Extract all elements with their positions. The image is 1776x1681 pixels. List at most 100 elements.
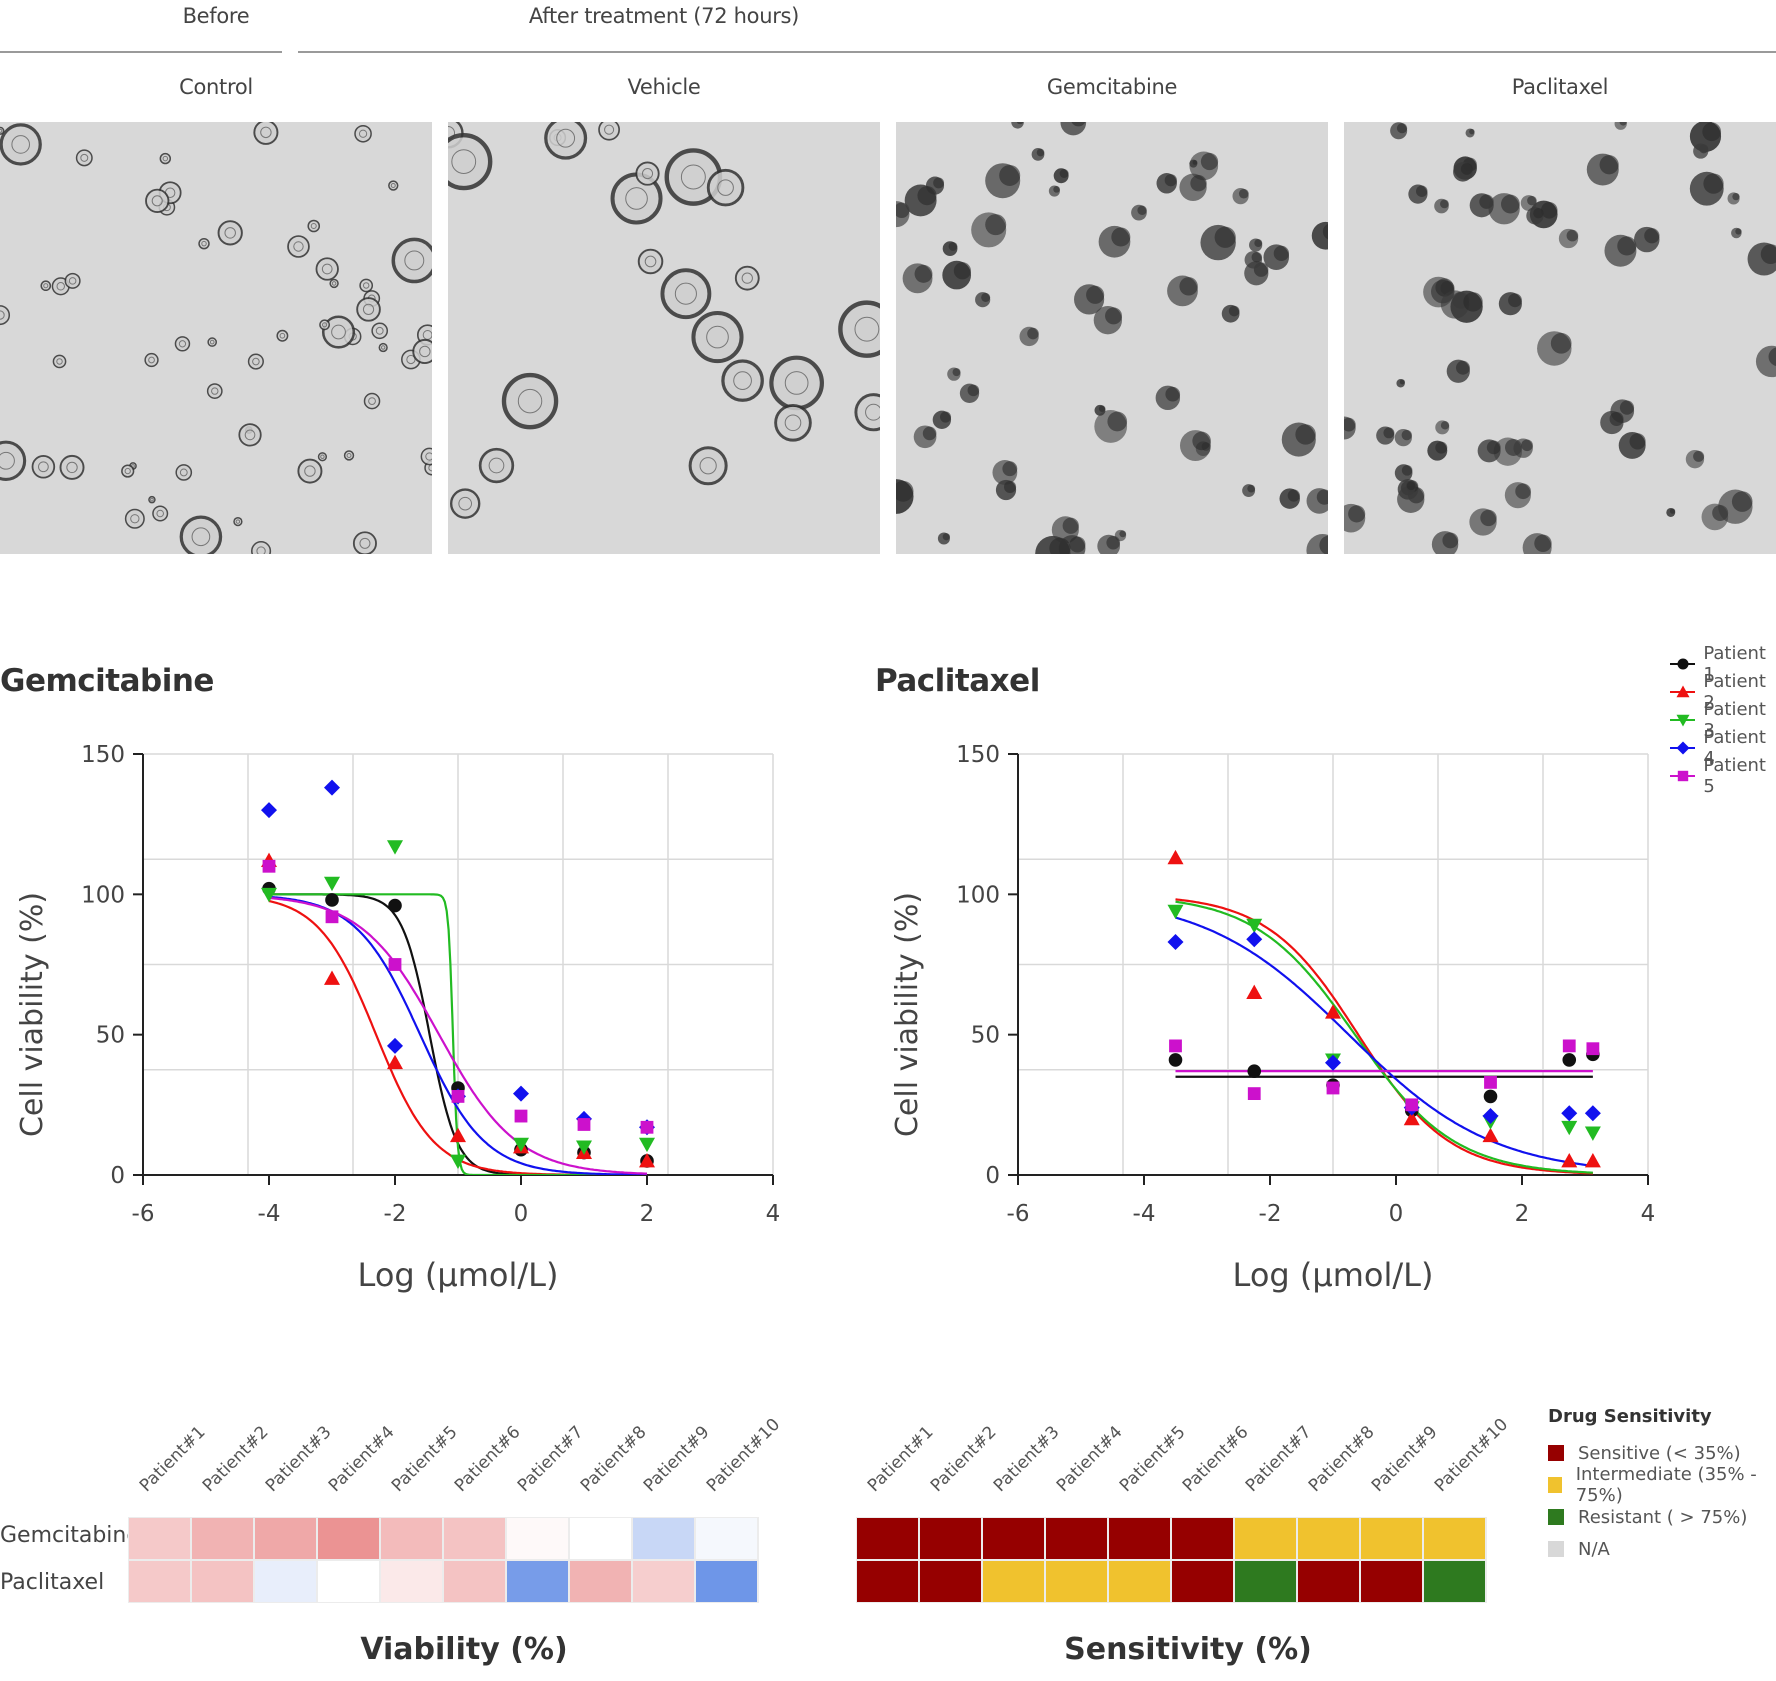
organoid xyxy=(343,450,355,461)
fit-curves xyxy=(1175,898,1594,1175)
series-patient-3 xyxy=(261,840,655,1169)
data-point xyxy=(388,958,402,971)
organoid-lumen xyxy=(211,387,219,395)
organoid xyxy=(144,352,159,368)
organoid xyxy=(206,383,223,399)
organoid-cluster-core xyxy=(1111,227,1131,247)
organoid-lumen xyxy=(331,324,346,340)
organoid-lumen xyxy=(854,316,880,342)
heatmap-cell xyxy=(190,1559,255,1603)
data-point xyxy=(388,898,402,913)
legend-marker-circle-icon xyxy=(1670,658,1696,670)
organoid-lumen xyxy=(556,128,576,148)
heatmap-cell xyxy=(128,1517,192,1561)
legend-intermediate: Intermediate (35% - 75%) xyxy=(1548,1464,1776,1506)
heatmap-cell xyxy=(1359,1517,1424,1561)
organoid-lumen xyxy=(150,497,154,502)
organoid xyxy=(233,516,243,527)
organoid-lumen xyxy=(178,340,187,348)
organoid-cluster-core xyxy=(896,480,914,502)
heatmap-cell xyxy=(442,1559,507,1603)
organoid-lumen xyxy=(390,183,396,189)
data-point xyxy=(1561,1152,1578,1168)
heatmap-cell xyxy=(981,1517,1046,1561)
heatmap-column-label: Patient#5 xyxy=(387,1422,462,1496)
patient-legend: Patient 1 Patient 2 Patient 3 Patient 4 … xyxy=(1668,643,1776,797)
organoid xyxy=(544,122,588,160)
data-point xyxy=(576,1140,592,1155)
data-point xyxy=(387,1037,403,1054)
data-point xyxy=(1246,984,1263,999)
organoid-cluster-core xyxy=(917,186,937,206)
organoid-lumen xyxy=(320,454,325,459)
heatmap-cell xyxy=(1233,1559,1298,1603)
data-point xyxy=(324,970,340,985)
data-point xyxy=(577,1118,591,1131)
heatmap-column-label: Patient#9 xyxy=(1367,1422,1442,1496)
heatmap-cell xyxy=(379,1517,444,1561)
organoid xyxy=(635,161,660,186)
organoid-lumen xyxy=(641,168,654,180)
organoid-lumen xyxy=(680,164,706,190)
data-point xyxy=(1584,1126,1601,1141)
heatmap-column-label: Patient#4 xyxy=(324,1422,399,1496)
organoid-cluster-core xyxy=(1521,439,1533,452)
organoid-lumen xyxy=(148,356,155,364)
heatmap-cell xyxy=(1296,1517,1361,1561)
organoid-cluster-core xyxy=(1480,509,1497,527)
organoid-lumen xyxy=(130,514,140,524)
micrograph-background xyxy=(896,122,1328,554)
organoid-cluster-core xyxy=(1002,461,1018,477)
legend-marker xyxy=(1677,770,1689,782)
fit-curve-patient-4 xyxy=(1175,916,1594,1167)
heatmap-column-label: Patient#2 xyxy=(198,1422,273,1496)
organoid xyxy=(238,423,262,447)
organoid-cluster-core xyxy=(1192,160,1198,165)
organoid-cluster-core xyxy=(1059,169,1069,178)
legend-label: Intermediate (35% - 75%) xyxy=(1575,1464,1757,1506)
organoid-lumen xyxy=(425,452,432,461)
micrograph-vehicle-art xyxy=(448,122,880,554)
micrograph-control-art xyxy=(0,122,432,554)
heatmap-column-label: Patient#1 xyxy=(135,1422,210,1496)
organoid-lumen xyxy=(124,467,131,475)
organoid-cluster-core xyxy=(1027,327,1039,340)
organoid-cluster-core xyxy=(1016,122,1024,125)
y-tick-label: 50 xyxy=(96,1023,125,1049)
organoid-cluster-core xyxy=(1760,244,1776,264)
organoid-cluster-core xyxy=(1053,186,1060,193)
organoid-cluster-core xyxy=(1732,192,1740,201)
organoid xyxy=(356,297,381,322)
organoid xyxy=(121,464,135,478)
organoid xyxy=(329,278,339,289)
organoid xyxy=(734,265,760,291)
heatmap-cell xyxy=(128,1559,192,1603)
header-after: After treatment (72 hours) xyxy=(528,4,800,28)
organoid xyxy=(207,337,218,347)
chart-title-gemcitabine: Gemcitabine xyxy=(0,663,214,699)
organoid-cluster-core xyxy=(1460,163,1473,175)
data-point xyxy=(1562,1039,1576,1053)
organoid xyxy=(253,122,279,145)
organoid xyxy=(769,355,824,411)
organoid xyxy=(359,278,374,293)
organoid-cluster-core xyxy=(1693,450,1705,462)
organoid xyxy=(363,392,381,410)
legend-patient-4: Patient 4 xyxy=(1668,727,1776,769)
organoid xyxy=(297,458,323,484)
data-point xyxy=(1167,904,1184,920)
organoid-cluster-core xyxy=(1669,508,1676,514)
legend-marker xyxy=(1676,714,1690,727)
heatmap-cell xyxy=(253,1559,318,1603)
organoid-cluster-core xyxy=(1179,277,1198,296)
legend-marker-triangle-up-icon xyxy=(1670,685,1696,698)
organoid-lumen xyxy=(151,195,163,207)
data-point xyxy=(639,1137,655,1153)
organoid-lumen xyxy=(56,282,65,291)
organoid-cluster-core xyxy=(1251,251,1263,263)
organoid xyxy=(75,149,93,167)
organoid-cluster-core xyxy=(967,384,980,397)
organoid-lumen xyxy=(380,345,386,350)
heatmap-cell xyxy=(442,1517,507,1561)
organoid-lumen xyxy=(346,452,352,458)
